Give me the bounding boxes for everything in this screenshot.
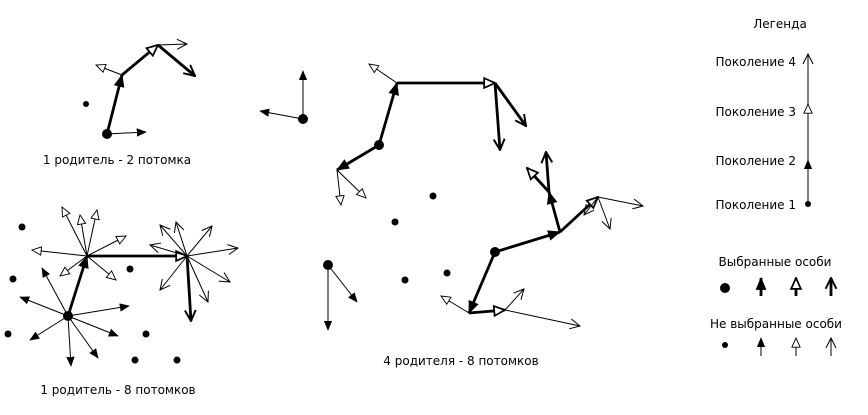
legend-generation-3: Поколение 3: [716, 105, 796, 119]
selected-arrow: [527, 168, 551, 193]
offspring-arrow: [150, 245, 188, 257]
offspring-arrow: [504, 309, 580, 326]
offspring-arrow: [597, 196, 643, 206]
offspring-arrow: [597, 196, 610, 229]
unselected-node: [131, 356, 139, 364]
offspring-arrow: [19, 296, 69, 317]
offspring-arrow: [67, 303, 130, 317]
selected-arrow: [467, 251, 497, 314]
selected-arrow: [121, 45, 158, 77]
offspring-arrow: [504, 289, 524, 311]
offspring-arrow: [86, 210, 97, 257]
selected-arrow: [546, 190, 562, 233]
offspring-arrow: [41, 267, 69, 317]
offspring-arrow: [157, 44, 187, 45]
unselected-node: [126, 265, 134, 273]
selected-arrow: [105, 73, 125, 135]
legend-not-selected-title: Не выбранные особи: [710, 317, 842, 331]
label-four-parents-eight: 4 родителя - 8 потомков: [383, 354, 538, 368]
offspring-arrow: [337, 169, 341, 205]
panel-four-parents-eight-offspring: [259, 64, 643, 331]
panel-one-parent-eight-offspring: [4, 207, 239, 367]
selected-arrow: [66, 254, 89, 317]
selected-arrow: [468, 310, 505, 313]
selected-arrow: [559, 197, 598, 234]
offspring-arrow: [60, 255, 88, 276]
offspring-arrow: [96, 65, 123, 76]
selected-arrow: [336, 143, 380, 172]
legend-generation-4: Поколение 4: [716, 55, 796, 69]
legend-unselected-dot: [722, 342, 728, 348]
unselected-node: [391, 218, 399, 226]
offspring-arrow: [66, 315, 75, 367]
legend-generation-2: Поколение 2: [716, 154, 796, 168]
offspring-arrow: [67, 315, 99, 359]
label-one-parent-eight: 1 родитель - 8 потомков: [40, 383, 195, 397]
label-one-parent-two: 1 родитель - 2 потомка: [43, 153, 191, 167]
offspring-arrow: [29, 315, 69, 341]
offspring-arrow: [62, 207, 88, 257]
offspring-arrow: [186, 248, 238, 257]
legend-selected-title: Выбранные особи: [719, 255, 832, 269]
selected-arrow: [495, 82, 500, 150]
selected-arrow: [377, 81, 399, 146]
offspring-arrow: [186, 255, 208, 302]
unselected-node: [83, 101, 89, 107]
offspring-arrow: [186, 255, 230, 282]
legend-generation-1: Поколение 1: [716, 198, 796, 212]
offspring-arrow: [86, 255, 116, 280]
offspring-arrow: [106, 128, 147, 137]
legend-generation-1-dot: [805, 201, 811, 207]
legend-selected-dot: [720, 283, 730, 293]
selected-arrow: [157, 43, 195, 76]
unselected-node: [173, 356, 181, 364]
unselected-node: [4, 330, 12, 338]
unselected-node: [429, 192, 437, 200]
selected-arrow: [187, 255, 191, 321]
offspring-arrow: [441, 296, 470, 314]
offspring-arrow: [86, 236, 126, 257]
offspring-arrow: [32, 250, 88, 257]
offspring-arrow: [327, 264, 358, 303]
offspring-arrow: [176, 222, 188, 257]
selected-arrow: [546, 152, 549, 193]
offspring-arrow: [584, 196, 599, 215]
unselected-node: [9, 275, 17, 283]
selected-arrow: [493, 82, 526, 126]
unselected-node: [142, 330, 150, 338]
offspring-arrow: [160, 255, 188, 290]
offspring-arrow: [259, 108, 304, 120]
legend: [720, 54, 831, 356]
unselected-node: [18, 223, 26, 231]
offspring-arrow: [369, 64, 398, 84]
offspring-arrow: [67, 315, 119, 337]
unselected-node: [401, 276, 409, 284]
offspring-arrow: [336, 169, 366, 198]
offspring-arrow: [80, 215, 88, 257]
unselected-node: [443, 269, 451, 277]
selected-arrow: [494, 230, 562, 254]
offspring-arrow: [186, 226, 212, 257]
offspring-arrow: [160, 225, 188, 257]
panel-one-parent-two-offspring: [83, 44, 195, 139]
legend-title: Легенда: [753, 17, 807, 31]
